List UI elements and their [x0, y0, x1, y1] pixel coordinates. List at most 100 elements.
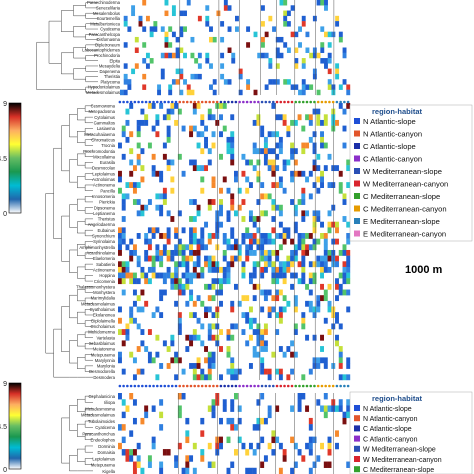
- heatmap-cell: [140, 340, 145, 347]
- heatmap-cell: [246, 84, 251, 90]
- row-label: Disfornasma: [96, 37, 120, 42]
- heatmap-cell: [238, 68, 243, 75]
- heatmap-cell: [222, 103, 227, 109]
- sample-dot: [343, 384, 346, 388]
- heatmap-cell: [177, 278, 182, 285]
- heatmap-cell: [142, 0, 147, 6]
- heatmap-cell: [346, 411, 351, 419]
- heatmap-cell: [320, 131, 324, 138]
- heatmap-cell: [215, 323, 220, 330]
- heatmap-cell: [301, 278, 306, 285]
- heatmap-cell: [308, 442, 313, 450]
- heatmap-cell: [200, 417, 205, 425]
- heatmap-cell: [267, 374, 272, 381]
- heatmap-cell: [189, 278, 194, 285]
- heatmap-cell: [263, 210, 268, 217]
- sample-dot: [316, 100, 320, 104]
- heatmap-cell: [331, 363, 336, 369]
- heatmap-cell: [308, 233, 313, 239]
- heatmap-cell: [320, 26, 325, 32]
- heatmap-cell: [129, 159, 134, 166]
- heatmap-cell: [279, 36, 284, 43]
- legend-label: E Mediterranean-canyon: [363, 229, 446, 238]
- heatmap-cell: [219, 153, 223, 160]
- heatmap-cell: [271, 165, 276, 172]
- heatmap-cell: [196, 210, 201, 217]
- row-label: Metepadosma: [88, 109, 115, 114]
- heatmap-cell: [207, 368, 212, 375]
- heatmap-cell: [151, 165, 156, 172]
- heatmap-cell: [211, 295, 216, 302]
- heatmap-cell: [147, 351, 152, 358]
- heatmap-cell: [271, 216, 276, 222]
- heatmap-cell: [278, 306, 283, 313]
- heatmap-cell: [215, 289, 220, 296]
- heatmap-cell: [342, 417, 347, 425]
- heatmap-cell: [256, 417, 261, 425]
- heatmap-cell: [170, 187, 175, 194]
- heatmap-cell: [252, 317, 257, 324]
- heatmap-cell: [316, 153, 321, 160]
- heatmap-cell: [308, 170, 313, 177]
- heatmap-cell: [159, 255, 164, 262]
- heatmap-cell: [263, 193, 268, 200]
- heatmap-cell: [342, 261, 347, 268]
- heatmap-cell: [181, 272, 186, 279]
- sample-dot: [170, 100, 174, 104]
- heatmap-cell: [136, 278, 141, 285]
- heatmap-cell: [144, 272, 149, 279]
- heatmap-cell: [159, 233, 164, 239]
- heatmap-cell: [234, 238, 238, 245]
- heatmap-cell: [290, 176, 295, 183]
- heatmap-cell: [335, 119, 339, 126]
- heatmap-cell: [211, 357, 216, 364]
- sample-dot: [324, 384, 327, 388]
- heatmap-cell: [312, 142, 317, 149]
- heatmap-cell: [174, 119, 179, 126]
- heatmap-cell: [216, 10, 221, 17]
- sample-dot: [204, 100, 208, 104]
- heatmap-cell: [263, 295, 268, 302]
- heatmap-cell: [189, 334, 194, 341]
- row-label: Hoppina: [99, 273, 115, 278]
- heatmap-cell: [245, 249, 250, 256]
- heatmap-cell: [200, 430, 205, 437]
- heatmap-cell: [338, 249, 343, 256]
- heatmap-cell: [252, 238, 257, 245]
- heatmap-cell: [275, 436, 280, 444]
- heatmap-cell: [121, 368, 126, 375]
- row-label: Iiliopa: [104, 400, 116, 405]
- heatmap-cell: [248, 233, 253, 239]
- heatmap-cell: [168, 89, 173, 96]
- sample-dot: [271, 384, 275, 388]
- heatmap-cell: [297, 278, 302, 285]
- heatmap-cell: [241, 266, 246, 273]
- heatmap-cell: [331, 119, 336, 126]
- heatmap-cell: [267, 159, 272, 166]
- heatmap-cell: [215, 393, 220, 400]
- heatmap-cell: [140, 176, 145, 183]
- sample-dot: [249, 100, 253, 104]
- heatmap-cell: [215, 233, 220, 239]
- heatmap-cell: [159, 261, 164, 268]
- heatmap-cell: [157, 89, 162, 96]
- heatmap-cell: [320, 266, 324, 273]
- heatmap-cell: [335, 261, 339, 268]
- heatmap-cell: [271, 227, 276, 234]
- row-label: Cyaticema: [100, 27, 120, 32]
- heatmap-cell: [200, 114, 205, 121]
- heatmap-cell: [290, 238, 295, 245]
- heatmap-cell: [164, 36, 169, 43]
- heatmap-cell: [144, 405, 149, 412]
- heatmap-cell: [162, 142, 167, 149]
- heatmap-cell: [140, 368, 145, 375]
- row-label: Leptianema: [93, 211, 116, 216]
- heatmap-cell: [331, 405, 336, 412]
- heatmap-cell: [275, 165, 280, 172]
- heatmap-cell: [226, 238, 231, 245]
- heatmap-cell: [179, 47, 184, 53]
- heatmap-cell: [175, 52, 180, 59]
- heatmap-cell: [207, 238, 212, 245]
- heatmap-cell: [136, 125, 141, 132]
